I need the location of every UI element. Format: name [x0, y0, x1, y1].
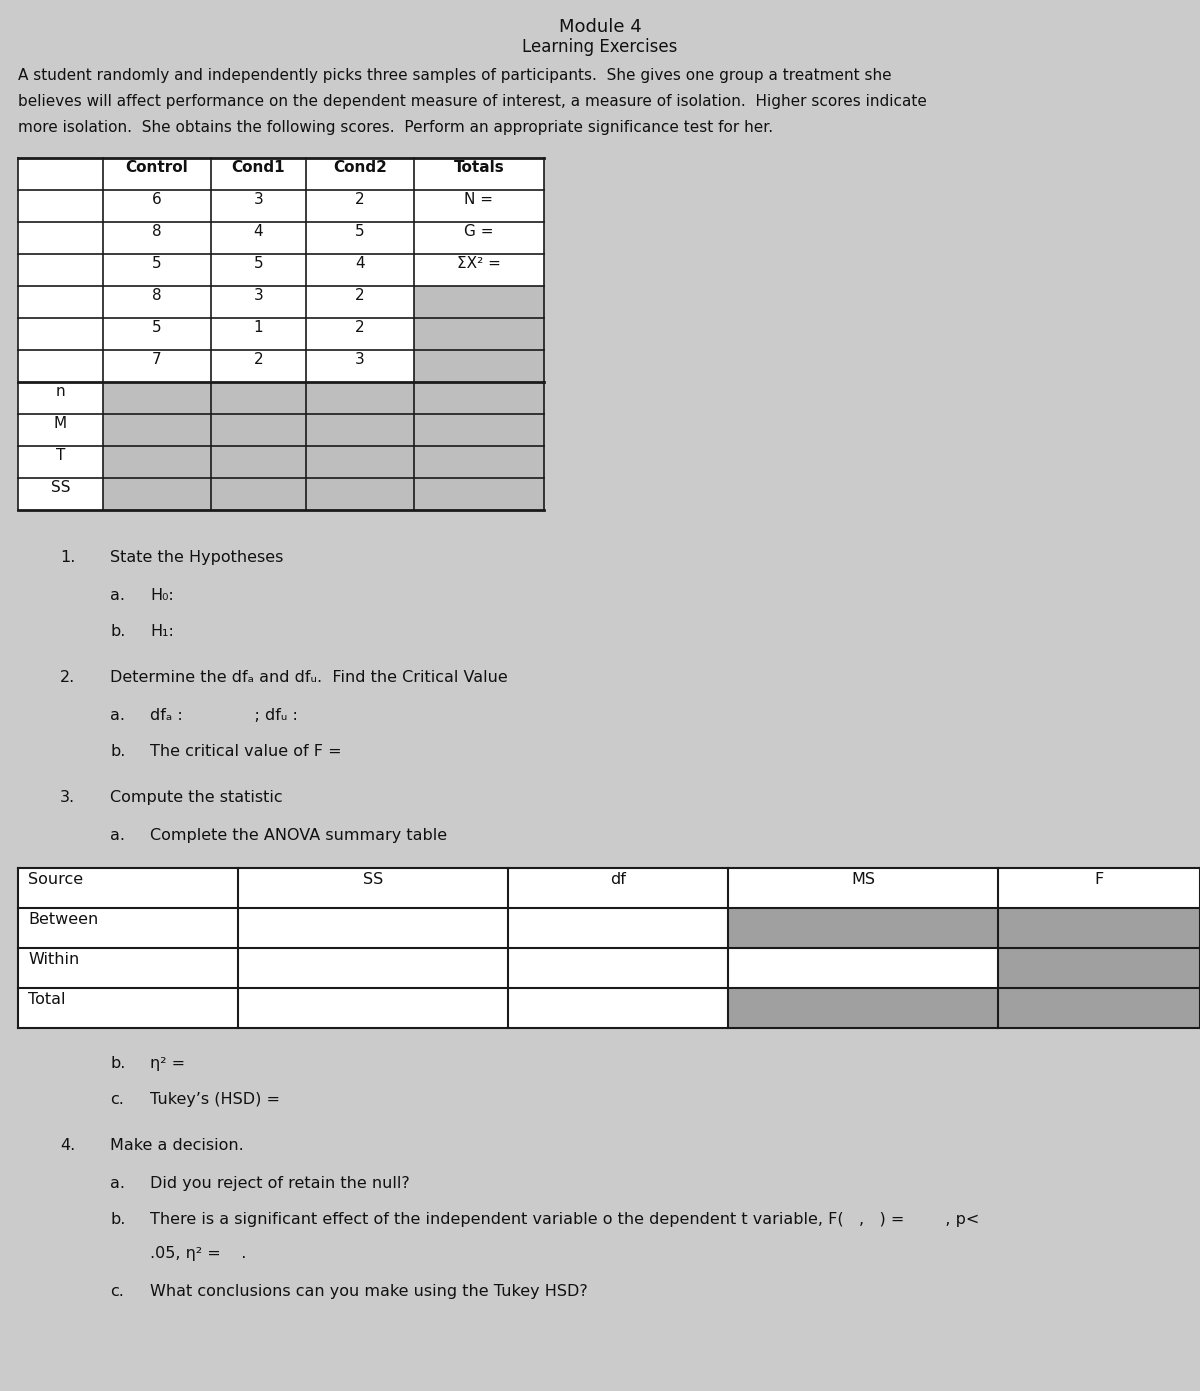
Text: 5: 5 [152, 320, 162, 334]
Text: Cond2: Cond2 [334, 160, 386, 175]
Text: H₀:: H₀: [150, 588, 174, 604]
Bar [998, 949, 1200, 988]
Text: 3: 3 [253, 192, 263, 206]
Text: a.: a. [110, 828, 125, 843]
Bar [211, 479, 306, 510]
Text: Module 4: Module 4 [559, 18, 641, 36]
Bar [414, 287, 544, 319]
Text: T: T [56, 448, 65, 462]
Text: 5: 5 [253, 256, 263, 270]
Text: 2: 2 [355, 320, 365, 334]
Text: ΣX² =: ΣX² = [457, 256, 500, 270]
Text: 2: 2 [355, 288, 365, 302]
Bar [211, 447, 306, 479]
Text: Did you reject of retain the null?: Did you reject of retain the null? [150, 1175, 409, 1191]
Bar [306, 415, 414, 447]
Text: 2: 2 [253, 352, 263, 366]
Text: Control: Control [126, 160, 188, 175]
Text: a.: a. [110, 588, 125, 604]
Text: η² =: η² = [150, 1056, 185, 1071]
Bar [998, 908, 1200, 949]
Text: 1: 1 [253, 320, 263, 334]
Bar [306, 447, 414, 479]
Text: 5: 5 [152, 256, 162, 270]
Text: Learning Exercises: Learning Exercises [522, 38, 678, 56]
Text: 6: 6 [152, 192, 162, 206]
Text: 4.: 4. [60, 1138, 76, 1153]
Text: N =: N = [464, 192, 493, 206]
Text: c.: c. [110, 1092, 124, 1107]
Text: 8: 8 [152, 288, 162, 302]
Text: 3: 3 [253, 288, 263, 302]
Bar [306, 383, 414, 415]
Bar [728, 908, 998, 949]
Text: What conclusions can you make using the Tukey HSD?: What conclusions can you make using the … [150, 1284, 588, 1299]
Text: H₁:: H₁: [150, 625, 174, 638]
Text: Determine the dfₐ and dfᵤ.  Find the Critical Value: Determine the dfₐ and dfᵤ. Find the Crit… [110, 670, 508, 684]
Text: A student randomly and independently picks three samples of participants.  She g: A student randomly and independently pic… [18, 68, 892, 83]
Text: 7: 7 [152, 352, 162, 366]
Text: 3.: 3. [60, 790, 76, 805]
Text: Compute the statistic: Compute the statistic [110, 790, 283, 805]
Text: Complete the ANOVA summary table: Complete the ANOVA summary table [150, 828, 448, 843]
Text: State the Hypotheses: State the Hypotheses [110, 549, 283, 565]
Text: b.: b. [110, 1212, 125, 1227]
Text: There is a significant effect of the independent variable o the dependent t vari: There is a significant effect of the ind… [150, 1212, 979, 1227]
Bar [728, 988, 998, 1028]
Text: believes will affect performance on the dependent measure of interest, a measure: believes will affect performance on the … [18, 95, 926, 108]
Text: 1.: 1. [60, 549, 76, 565]
Text: 4: 4 [253, 224, 263, 238]
Text: Totals: Totals [454, 160, 504, 175]
Text: Within: Within [28, 953, 79, 968]
Bar [103, 415, 211, 447]
Bar [103, 383, 211, 415]
Text: SS: SS [362, 872, 383, 887]
Text: n: n [55, 384, 65, 398]
Bar [414, 383, 544, 415]
Text: 2.: 2. [60, 670, 76, 684]
Bar [998, 988, 1200, 1028]
Text: Source: Source [28, 872, 83, 887]
Bar [18, 159, 544, 510]
Text: 2: 2 [355, 192, 365, 206]
Bar [211, 415, 306, 447]
Bar [414, 415, 544, 447]
Text: a.: a. [110, 708, 125, 723]
Text: Tukey’s (HSD) =: Tukey’s (HSD) = [150, 1092, 280, 1107]
Text: 3: 3 [355, 352, 365, 366]
Text: 8: 8 [152, 224, 162, 238]
Text: df: df [610, 872, 626, 887]
Bar [103, 479, 211, 510]
Bar [18, 868, 1200, 1028]
Bar [414, 351, 544, 383]
Text: Total: Total [28, 993, 66, 1007]
Text: b.: b. [110, 744, 125, 759]
Text: The critical value of F =: The critical value of F = [150, 744, 342, 759]
Text: a.: a. [110, 1175, 125, 1191]
Bar [414, 319, 544, 351]
Text: dfₐ :              ; dfᵤ :: dfₐ : ; dfᵤ : [150, 708, 298, 723]
Bar [414, 447, 544, 479]
Text: Make a decision.: Make a decision. [110, 1138, 244, 1153]
Text: b.: b. [110, 1056, 125, 1071]
Bar [306, 479, 414, 510]
Text: Between: Between [28, 912, 98, 928]
Text: 5: 5 [355, 224, 365, 238]
Text: F: F [1094, 872, 1104, 887]
Text: Cond1: Cond1 [232, 160, 286, 175]
Text: M: M [54, 416, 67, 430]
Bar [103, 447, 211, 479]
Bar [414, 479, 544, 510]
Text: .05, η² =    .: .05, η² = . [150, 1246, 246, 1262]
Text: MS: MS [851, 872, 875, 887]
Text: b.: b. [110, 625, 125, 638]
Text: more isolation.  She obtains the following scores.  Perform an appropriate signi: more isolation. She obtains the followin… [18, 120, 773, 135]
Text: G =: G = [464, 224, 493, 238]
Text: c.: c. [110, 1284, 124, 1299]
Bar [211, 383, 306, 415]
Text: SS: SS [50, 480, 71, 494]
Text: 4: 4 [355, 256, 365, 270]
